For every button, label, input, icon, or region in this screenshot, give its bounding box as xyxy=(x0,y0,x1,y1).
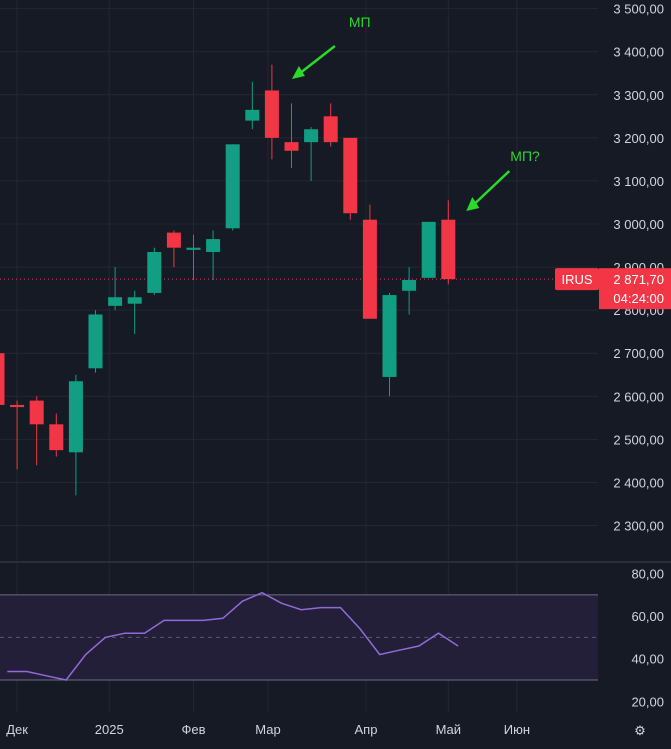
x-axis-labels: Дек 2025 Фев Мар Апр Май Июн ⚙ xyxy=(6,722,646,738)
candle-body xyxy=(304,129,319,143)
candle-body xyxy=(10,404,25,408)
candle-body xyxy=(245,109,260,121)
y-tick-label: 3 400,00 xyxy=(613,45,664,60)
ticker-tag xyxy=(555,268,599,291)
y-tick-label: 3 300,00 xyxy=(613,88,664,103)
candle-body xyxy=(0,353,5,405)
rsi-line xyxy=(7,591,459,681)
y-tick-label: 2 400,00 xyxy=(613,475,664,490)
price-grid xyxy=(0,0,671,712)
x-tick-label: 2025 xyxy=(95,722,124,737)
candle-body xyxy=(284,142,299,151)
candles xyxy=(0,64,456,496)
settings-icon[interactable]: ⚙ xyxy=(634,723,646,738)
candle-body xyxy=(402,280,417,291)
candle-body xyxy=(441,219,456,280)
rsi-tick-label: 20,00 xyxy=(631,694,664,709)
candle-body xyxy=(166,232,181,248)
price-tag: IRUS 2 871,70 04:24:00 xyxy=(555,268,671,310)
x-tick-label: Дек xyxy=(6,722,28,737)
annotation-label: МП? xyxy=(510,148,540,164)
x-tick-label: Май xyxy=(436,722,461,737)
y-tick-label: 2 700,00 xyxy=(613,346,664,361)
annotation-arrow xyxy=(472,170,511,206)
candle-body xyxy=(127,297,142,304)
candle-body xyxy=(108,297,123,306)
candle-body xyxy=(343,137,358,214)
rsi-panel: 80,00 60,00 40,00 20,00 xyxy=(0,567,664,709)
annotation-arrowhead xyxy=(291,66,305,79)
last-price-label: 2 871,70 xyxy=(613,272,664,287)
y-axis-labels: 3 500,00 3 400,00 3 300,00 3 200,00 3 100,00… xyxy=(613,2,664,534)
rsi-tick-label: 40,00 xyxy=(631,652,664,667)
candle-body xyxy=(186,247,201,250)
annotation-arrowhead xyxy=(466,197,480,211)
candle-body xyxy=(206,239,221,252)
annotation-arrow xyxy=(298,45,336,75)
annotations: МП МП? xyxy=(291,14,540,211)
y-tick-label: 2 600,00 xyxy=(613,389,664,404)
candle-body xyxy=(382,295,397,377)
candle-body xyxy=(323,116,338,143)
candle-body xyxy=(88,314,103,369)
y-tick-label: 3 200,00 xyxy=(613,131,664,146)
x-tick-label: Июн xyxy=(504,722,530,737)
candle-body xyxy=(49,424,64,451)
candle-body xyxy=(225,144,240,229)
candle-body xyxy=(147,252,162,293)
y-tick-label: 3 500,00 xyxy=(613,2,664,17)
candle-body xyxy=(362,219,377,319)
y-tick-label: 3 100,00 xyxy=(613,174,664,189)
rsi-tick-label: 80,00 xyxy=(631,567,664,582)
rsi-tick-label: 60,00 xyxy=(631,609,664,624)
ticker-label: IRUS xyxy=(561,272,592,287)
candle-body xyxy=(68,381,83,453)
candle-body xyxy=(421,221,436,278)
last-price-tag xyxy=(599,268,671,310)
x-tick-label: Мар xyxy=(255,722,280,737)
y-tick-label: 3 000,00 xyxy=(613,217,664,232)
x-tick-label: Фев xyxy=(181,722,205,737)
annotation-label: МП xyxy=(349,14,371,30)
y-tick-label: 2 300,00 xyxy=(613,519,664,534)
candle-body xyxy=(29,400,44,425)
countdown-label: 04:24:00 xyxy=(613,291,664,306)
y-tick-label: 2 500,00 xyxy=(613,432,664,447)
candle-body xyxy=(264,90,279,138)
x-tick-label: Апр xyxy=(355,722,378,737)
